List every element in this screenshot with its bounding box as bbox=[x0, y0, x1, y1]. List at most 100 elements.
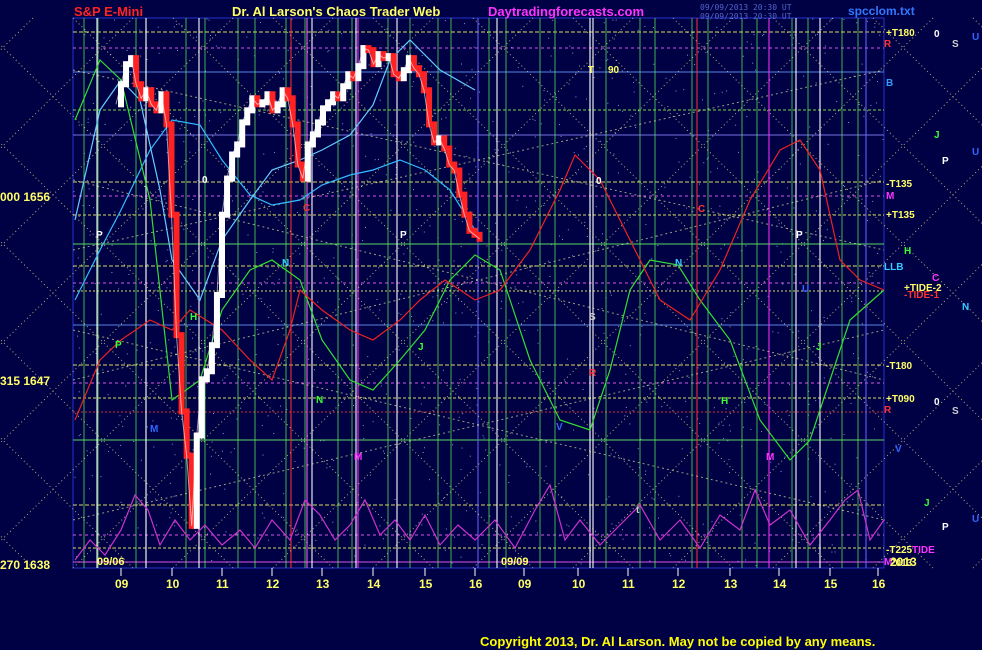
x-axis: 09 10 11 12 13 14 15 16 09 10 11 12 13 14 15 16 09/06 09/… bbox=[97, 555, 917, 591]
price-bar bbox=[421, 71, 427, 94]
day-label: 09/09 bbox=[501, 556, 529, 568]
x-tick-label: 16 bbox=[469, 577, 483, 591]
price-bar bbox=[274, 101, 281, 114]
annotation-letter: LLB bbox=[884, 262, 903, 273]
annotation-letter: J bbox=[418, 342, 424, 353]
annotation-letter: TIDE bbox=[912, 545, 935, 556]
annotation-letter: 0 bbox=[934, 397, 940, 408]
price-line bbox=[115, 47, 480, 526]
annotation-letter: B bbox=[886, 78, 893, 89]
price-bar bbox=[314, 119, 321, 138]
price-bar bbox=[163, 91, 170, 128]
timestamp-line-1: 09/09/2013 20:30 UT bbox=[700, 3, 792, 12]
y-label-bottom: 270 1638 bbox=[0, 558, 51, 572]
price-bar bbox=[259, 99, 266, 108]
annotation-letter: 0 bbox=[934, 29, 940, 40]
price-bar bbox=[350, 71, 357, 82]
annotation-letter: H bbox=[904, 246, 911, 257]
data-file-name: spcclom.txt bbox=[848, 4, 915, 18]
lattice-line bbox=[272, 17, 834, 569]
price-bar bbox=[415, 65, 422, 78]
price-bar bbox=[203, 368, 210, 383]
annotation-letter: P bbox=[796, 230, 803, 241]
annotation-letter: M bbox=[150, 424, 158, 435]
annotation-letter: J bbox=[816, 342, 822, 353]
annotation-letter: N bbox=[282, 258, 289, 269]
annotation-letter: J bbox=[934, 130, 940, 141]
price-bar bbox=[320, 105, 326, 126]
annotation-letter: S bbox=[952, 39, 959, 50]
lattice-line bbox=[672, 263, 982, 569]
annotation-letter: t bbox=[636, 505, 640, 516]
price-bar bbox=[476, 231, 483, 242]
x-tick-label: 13 bbox=[316, 577, 330, 591]
site-link[interactable]: Daytradingforecasts.com bbox=[488, 4, 645, 19]
price-bars bbox=[115, 45, 483, 529]
price-bar bbox=[471, 227, 478, 238]
price-bar bbox=[208, 342, 215, 375]
annotation-letter: +T090 bbox=[886, 394, 915, 405]
annotation-letter: P bbox=[96, 230, 103, 241]
x-tick-label: 11 bbox=[216, 577, 229, 591]
lattice-line bbox=[172, 17, 734, 569]
x-tick-label: 14 bbox=[773, 577, 787, 591]
x-tick-label: 12 bbox=[672, 577, 686, 591]
annotation-letters: +T180R0SUBJPU-T135M+T135HLLBC+TIDE-2-TID… bbox=[96, 28, 979, 569]
price-bar bbox=[355, 63, 362, 82]
y-label-top: 000 1656 bbox=[0, 190, 51, 204]
price-bar bbox=[410, 55, 417, 72]
vertical-grid-lines bbox=[83, 18, 867, 568]
annotation-letter: C bbox=[932, 273, 939, 284]
price-bar bbox=[390, 53, 397, 78]
annotation-letter: -T135 bbox=[886, 179, 913, 190]
chart-center-title: Dr. Al Larson's Chaos Trader Web bbox=[232, 4, 441, 19]
price-bar bbox=[254, 95, 261, 108]
x-tick-label: 10 bbox=[166, 577, 180, 591]
lattice-line bbox=[72, 179, 885, 381]
annotation-letter: P bbox=[400, 230, 407, 241]
tide-curve-magenta bbox=[74, 483, 885, 561]
annotation-letter: T bbox=[588, 65, 594, 76]
price-bar bbox=[148, 87, 155, 108]
annotation-letter: R bbox=[884, 39, 892, 50]
lattice-line bbox=[0, 436, 134, 569]
annotation-letter: C bbox=[303, 203, 310, 214]
price-bar bbox=[168, 121, 175, 218]
price-bar bbox=[304, 141, 311, 182]
annotation-letter: U bbox=[972, 32, 979, 43]
lattice-line bbox=[972, 558, 982, 569]
annotation-letter: N bbox=[316, 395, 323, 406]
x-tick-label: 12 bbox=[266, 577, 280, 591]
price-bar bbox=[133, 55, 140, 88]
price-bar bbox=[426, 87, 433, 128]
annotation-letter: M bbox=[354, 452, 362, 463]
annotation-letter: S bbox=[589, 312, 596, 323]
lattice-line bbox=[72, 179, 885, 381]
price-bar bbox=[456, 167, 463, 198]
annotation-letter: +TIDE-2 bbox=[904, 283, 942, 294]
annotation-letter: C bbox=[698, 204, 705, 215]
lattice-line bbox=[0, 17, 534, 543]
x-tick-label: 10 bbox=[572, 577, 586, 591]
flux-curves bbox=[74, 39, 885, 561]
price-bar bbox=[466, 211, 473, 234]
price-bar bbox=[436, 135, 443, 146]
price-bar bbox=[178, 332, 185, 415]
annotation-letter: H bbox=[190, 312, 197, 323]
price-bar bbox=[284, 87, 291, 102]
annotation-letter: P bbox=[942, 156, 949, 167]
price-bar bbox=[239, 119, 246, 148]
lattice-line bbox=[372, 17, 934, 569]
lattice-line bbox=[0, 534, 34, 569]
annotation-letter: -T225 bbox=[886, 545, 913, 556]
annotation-letter: P bbox=[942, 522, 949, 533]
day-label: 09/06 bbox=[97, 556, 125, 568]
annotation-letter: -T180 bbox=[886, 361, 913, 372]
price-bar bbox=[340, 83, 347, 102]
price-bar bbox=[289, 95, 296, 128]
lattice-line bbox=[972, 17, 982, 28]
copyright-notice: Copyright 2013, Dr. Al Larson. May not b… bbox=[480, 634, 876, 649]
year-label: 2013 bbox=[890, 555, 917, 569]
annotation-letter: +T180 bbox=[886, 28, 915, 39]
